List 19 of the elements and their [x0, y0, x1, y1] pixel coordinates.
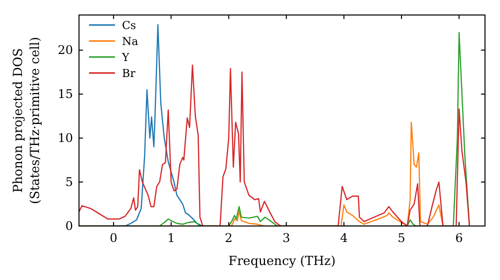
x-tick-label: 1	[167, 231, 175, 245]
y-axis-title: Phonon projected DOS (States/THz·primitive cell)	[10, 36, 42, 204]
legend-label: Na	[122, 35, 139, 48]
x-tick-label: 3	[282, 231, 290, 245]
y-tick-label: 20	[58, 43, 73, 58]
x-tick-label: 2	[224, 231, 233, 245]
line-series	[79, 64, 470, 226]
x-tick-label: 5	[398, 231, 406, 245]
y-tick-label: 15	[58, 87, 73, 102]
legend-label: Y	[121, 51, 130, 64]
x-tick-label: 4	[340, 231, 348, 245]
legend-label: Br	[122, 67, 136, 80]
y-tick-label: 0	[65, 219, 73, 233]
x-tick-label: 6	[455, 231, 463, 245]
y-tick-label: 10	[58, 131, 73, 146]
legend-label: Cs	[122, 19, 136, 32]
x-tick-label: 0	[110, 231, 118, 245]
x-axis-title: Frequency (THz)	[228, 253, 336, 268]
y-tick-label: 5	[65, 175, 73, 190]
